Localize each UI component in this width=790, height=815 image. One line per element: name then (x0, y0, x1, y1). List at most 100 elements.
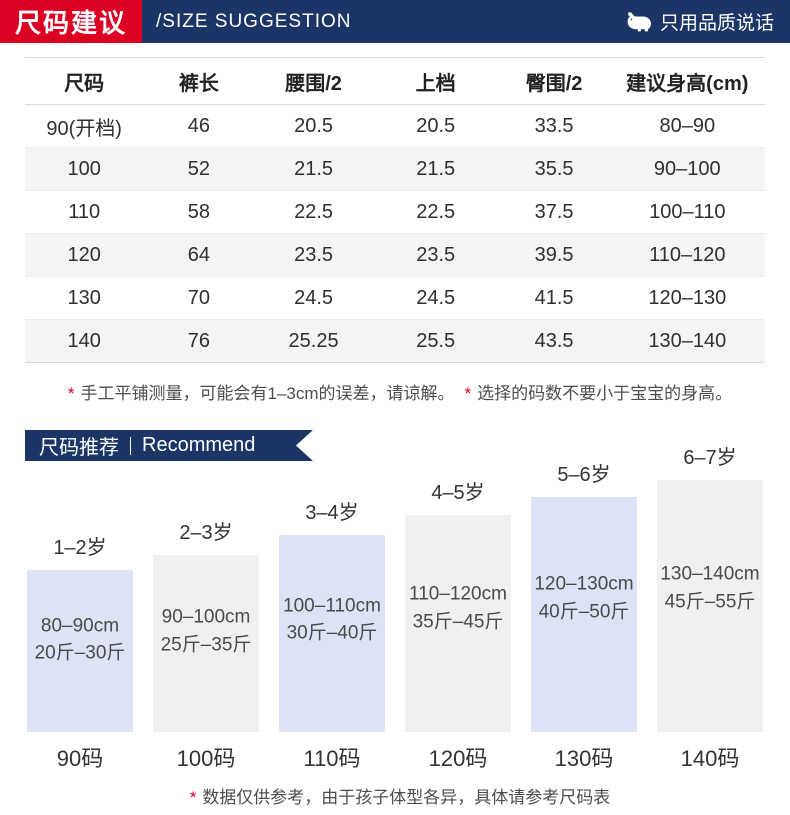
table-cell: 52 (143, 147, 255, 191)
measure-note: * 手工平铺测量，可能会有1–3cm的误差，请谅解。 * 选择的码数不要小于宝宝的身高… (0, 379, 790, 404)
bar-range-text: 120–130cm 40斤–50斤 (531, 571, 637, 626)
table-row: 120 64 23.5 23.5 39.5 110–120 (25, 233, 765, 277)
height-range: 110–120cm (409, 583, 507, 605)
age-label: 2–3岁 (179, 522, 233, 544)
size-recommend-column: 1–2岁 80–90cm 20斤–30斤 90码 (27, 531, 133, 771)
reference-note: * 数据仅供参考，由于孩子体型各异，具体请参考尺码表 (0, 783, 790, 808)
height-range: 90–100cm (161, 606, 251, 628)
recommend-title-cn: 尺码推荐 (39, 437, 119, 459)
table-cell: 23.5 (372, 233, 499, 277)
recommend-bar: 90–100cm 25斤–35斤 (153, 555, 259, 732)
table-cell: 46 (143, 104, 255, 148)
table-cell: 100–110 (609, 190, 765, 234)
ribbon-divider (130, 437, 131, 455)
table-row: 110 58 22.5 22.5 37.5 100–110 (25, 190, 765, 234)
table-cell: 24.5 (254, 276, 373, 320)
header-bar: 尺码建议 /SIZE SUGGESTION 只用品质说话 (0, 0, 790, 43)
recommend-bar: 100–110cm 30斤–40斤 (279, 535, 385, 732)
size-code-label: 140码 (680, 746, 740, 771)
age-label: 4–5岁 (431, 482, 485, 504)
height-range: 130–140cm (660, 563, 760, 585)
weight-range: 45斤–55斤 (664, 591, 756, 613)
table-cell: 43.5 (498, 319, 610, 363)
table-cell: 39.5 (498, 233, 610, 277)
table-cell: 24.5 (372, 276, 499, 320)
size-code-label: 130码 (554, 746, 614, 771)
bar-range-text: 130–140cm 45斤–55斤 (657, 561, 763, 616)
weight-range: 35斤–45斤 (412, 611, 504, 633)
weight-range: 40斤–50斤 (538, 601, 630, 623)
column-header: 建议身高(cm) (609, 57, 765, 105)
measure-note-part2: 选择的码数不要小于宝宝的身高。 (477, 384, 733, 403)
weight-range: 20斤–30斤 (34, 642, 126, 664)
table-cell: 140 (25, 319, 144, 363)
table-cell: 22.5 (254, 190, 373, 234)
table-cell: 80–90 (609, 104, 765, 148)
bar-range-text: 90–100cm 25斤–35斤 (153, 604, 259, 659)
table-cell: 70 (143, 276, 255, 320)
table-cell: 22.5 (372, 190, 499, 234)
table-cell: 37.5 (498, 190, 610, 234)
column-header: 臀围/2 (498, 57, 610, 105)
size-code-label: 90码 (56, 746, 104, 771)
recommend-ribbon: 尺码推荐 Recommend (25, 430, 313, 461)
table-cell: 64 (143, 233, 255, 277)
table-cell: 120 (25, 233, 144, 277)
table-row: 140 76 25.25 25.5 43.5 130–140 (25, 319, 765, 363)
table-cell: 25.5 (372, 319, 499, 363)
table-row: 130 70 24.5 24.5 41.5 120–130 (25, 276, 765, 320)
bar-range-text: 110–120cm 35斤–45斤 (405, 581, 511, 636)
table-cell: 90–100 (609, 147, 765, 191)
table-cell: 23.5 (254, 233, 373, 277)
table-cell: 100 (25, 147, 144, 191)
column-header: 上档 (372, 57, 499, 105)
elephant-icon (625, 10, 652, 33)
age-label: 6–7岁 (683, 447, 737, 469)
height-range: 120–130cm (534, 573, 634, 595)
table-row: 90(开档) 46 20.5 20.5 33.5 80–90 (25, 104, 765, 148)
column-header: 腰围/2 (254, 57, 373, 105)
bar-range-text: 100–110cm 30斤–40斤 (279, 592, 385, 647)
table-cell: 41.5 (498, 276, 610, 320)
table-cell: 110 (25, 190, 144, 234)
note-asterisk: * (67, 384, 75, 403)
size-code-label: 100码 (176, 746, 236, 771)
table-row: 100 52 21.5 21.5 35.5 90–100 (25, 147, 765, 191)
page-title-text: 尺码建议 (14, 8, 127, 38)
table-cell: 130 (25, 276, 144, 320)
size-code-label: 110码 (303, 746, 361, 771)
table-cell: 120–130 (609, 276, 765, 320)
brand-slogan: 只用品质说话 (625, 8, 774, 35)
table-cell: 110–120 (609, 233, 765, 277)
measure-note-part1: 手工平铺测量，可能会有1–3cm的误差，请谅解。 (80, 384, 455, 403)
height-range: 100–110cm (283, 595, 381, 617)
age-label: 3–4岁 (305, 502, 359, 524)
bar-range-text: 80–90cm 20斤–30斤 (27, 612, 133, 667)
table-cell: 130–140 (609, 319, 765, 363)
recommend-title-en: Recommend (142, 434, 256, 456)
size-table-header-row: 尺码 裤长 腰围/2 上档 臀围/2 建议身高(cm) (25, 57, 765, 105)
weight-range: 25斤–35斤 (160, 634, 252, 656)
recommend-bar: 120–130cm 40斤–50斤 (531, 497, 637, 732)
age-label: 5–6岁 (557, 464, 611, 486)
table-cell: 25.25 (254, 319, 373, 363)
table-cell: 33.5 (498, 104, 610, 148)
size-recommend-column: 3–4岁 100–110cm 30斤–40斤 110码 (279, 496, 385, 771)
table-cell: 20.5 (254, 104, 373, 148)
size-recommend-column: 4–5岁 110–120cm 35斤–45斤 120码 (405, 476, 511, 771)
column-header: 裤长 (143, 57, 255, 105)
table-cell: 35.5 (498, 147, 610, 191)
table-cell: 21.5 (254, 147, 373, 191)
height-range: 80–90cm (40, 615, 120, 637)
weight-range: 30斤–40斤 (286, 622, 378, 644)
size-table: 尺码 裤长 腰围/2 上档 臀围/2 建议身高(cm) 90(开档) 46 20.5 20.5 3… (25, 57, 765, 363)
recommend-bar: 80–90cm 20斤–30斤 (27, 570, 133, 732)
recommend-bar: 110–120cm 35斤–45斤 (405, 515, 511, 732)
table-cell: 76 (143, 319, 255, 363)
page-title-en: /SIZE SUGGESTION (156, 10, 352, 32)
reference-note-text: 数据仅供参考，由于孩子体型各异，具体请参考尺码表 (202, 788, 611, 807)
table-cell: 90(开档) (25, 104, 144, 148)
size-recommend-column: 5–6岁 120–130cm 40斤–50斤 130码 (531, 458, 637, 771)
table-cell: 20.5 (372, 104, 499, 148)
